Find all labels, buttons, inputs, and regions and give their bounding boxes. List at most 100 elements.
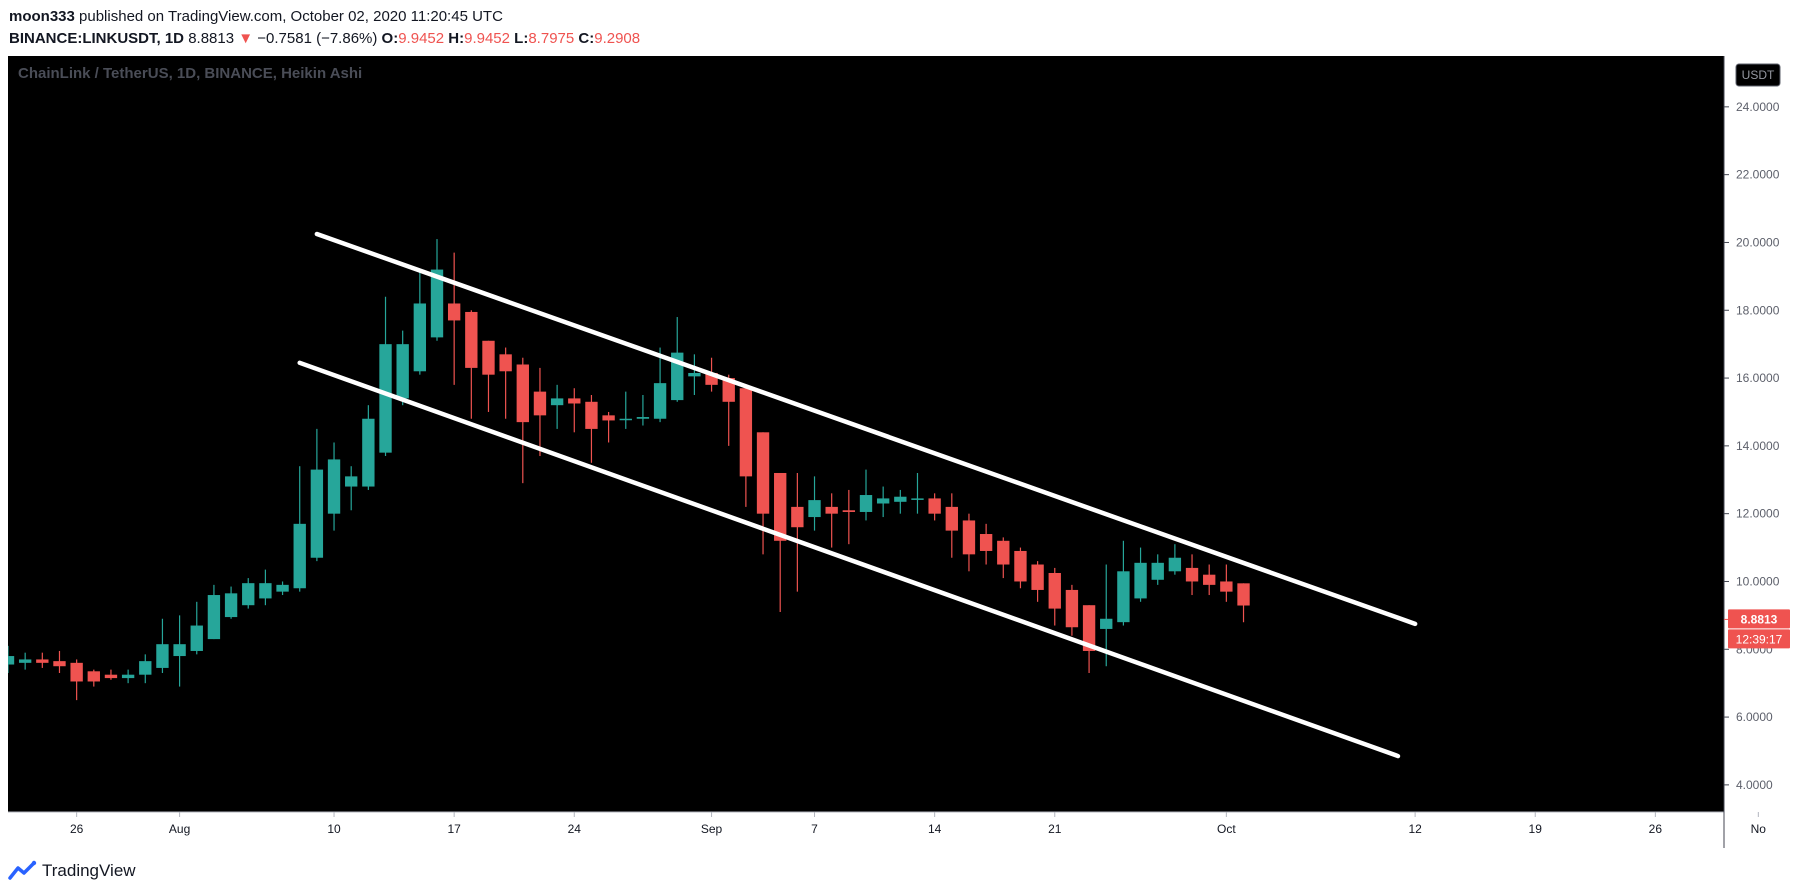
candle-body	[1031, 564, 1044, 590]
x-tick-label: 12	[1408, 822, 1422, 836]
y-tick-label: 16.0000	[1736, 371, 1780, 385]
y-tick-label: 4.0000	[1736, 778, 1773, 792]
candle-body	[602, 415, 615, 421]
x-tick-label: Oct	[1217, 822, 1236, 836]
candle-body	[688, 372, 701, 377]
candle-body	[465, 311, 478, 368]
candle-body	[104, 674, 118, 679]
chart-title: ChainLink / TetherUS, 1D, BINANCE, Heiki…	[18, 65, 362, 82]
x-tick-label: 26	[1649, 822, 1663, 836]
candle-body	[36, 659, 49, 663]
candle-body	[156, 644, 169, 668]
open-label: O:	[381, 30, 399, 47]
y-tick-label: 22.0000	[1736, 168, 1780, 182]
candle-body	[87, 671, 100, 682]
candle-body	[945, 506, 958, 531]
candle-body	[207, 595, 221, 640]
down-arrow-icon: ▼	[238, 30, 254, 47]
x-tick-label: 26	[70, 822, 84, 836]
candle-body	[550, 398, 564, 406]
candle-body	[962, 520, 976, 555]
high-label: H:	[448, 30, 465, 47]
candle-body	[653, 383, 667, 419]
candle-body	[139, 661, 152, 675]
x-tick-label: Sep	[701, 822, 723, 836]
x-tick-label: 21	[1048, 822, 1062, 836]
chart-container[interactable]: ChainLink / TetherUS, 1D, BINANCE, Heiki…	[1, 56, 1795, 848]
x-tick-label: Aug	[169, 822, 190, 836]
last-price-tag: 8.8813 12:39:17	[1724, 609, 1790, 649]
candle-body	[979, 534, 993, 551]
candle-body	[242, 583, 255, 606]
x-tick-label: 7	[811, 822, 818, 836]
high-value: 9.9452	[464, 30, 510, 47]
last-price: 8.8813	[188, 30, 235, 47]
candle-body	[293, 523, 306, 589]
candle-body	[894, 496, 907, 502]
tradingview-logo-icon[interactable]	[8, 860, 38, 882]
candle-body	[482, 340, 495, 375]
candle-body	[379, 344, 392, 453]
candle-body	[739, 388, 753, 477]
candle-body	[774, 472, 787, 541]
x-tick-label: 19	[1529, 822, 1543, 836]
candle-body	[619, 418, 632, 421]
candle-body	[18, 659, 32, 663]
published-text: published on TradingView.com, October 02…	[79, 8, 503, 25]
price-tag-label: 8.8813	[1741, 612, 1778, 626]
candle-body	[447, 303, 461, 321]
channel-trendline	[297, 360, 1401, 759]
y-tick-label: 12.0000	[1736, 507, 1780, 521]
price-tag-box	[1728, 609, 1790, 629]
low-value: 8.7975	[528, 30, 575, 47]
candle-body	[173, 644, 186, 657]
currency-badge[interactable]: USDT	[1735, 63, 1781, 87]
candle-body	[276, 584, 289, 592]
candle-body	[1117, 571, 1130, 623]
x-axis-background	[8, 812, 1724, 848]
close-value: 9.2908	[594, 30, 641, 47]
candle-body	[825, 506, 838, 514]
y-tick-label: 20.0000	[1736, 235, 1780, 249]
countdown-label: 12:39:17	[1736, 632, 1783, 646]
plot-background	[8, 56, 1724, 848]
candle-body	[911, 498, 924, 500]
candle-body	[1014, 550, 1027, 582]
candle-body	[876, 498, 890, 504]
candle-body	[1237, 583, 1250, 606]
footer: TradingView	[8, 858, 136, 884]
close-label: C:	[578, 30, 595, 47]
candle-body	[1151, 562, 1164, 580]
x-tick-label: 24	[568, 822, 582, 836]
candle-body	[1185, 567, 1199, 582]
candle-body	[224, 593, 238, 618]
candle-body	[1220, 581, 1233, 592]
tradingview-brand[interactable]: TradingView	[42, 861, 136, 880]
candle-body	[516, 364, 529, 423]
candle-body	[568, 398, 581, 404]
candle-body	[859, 495, 873, 512]
publish-header: moon333 published on TradingView.com, Oc…	[9, 6, 503, 28]
author-name[interactable]: moon333	[9, 8, 75, 25]
candle-body	[722, 378, 735, 402]
countdown-box	[1728, 629, 1790, 649]
x-axis-ticks: 26 Aug 10 17 24 Sep 7 14 21 Oct 12 19 26 No	[70, 812, 1766, 836]
price-chart[interactable]: ChainLink / TetherUS, 1D, BINANCE, Heiki…	[1, 56, 1795, 848]
open-value: 9.9452	[398, 30, 445, 47]
candle-body	[345, 476, 358, 487]
candle-body	[310, 469, 324, 558]
x-tick-label: 10	[327, 822, 341, 836]
candle-body	[1048, 572, 1061, 609]
candle-body	[362, 418, 375, 487]
candle-body	[1065, 589, 1079, 628]
y-tick-label: 18.0000	[1736, 303, 1780, 317]
candle-body	[1, 656, 15, 665]
candle-body	[430, 269, 444, 338]
candle-body	[1134, 562, 1147, 599]
trendlines[interactable]	[297, 231, 1418, 759]
candle-body	[842, 510, 856, 512]
low-label: L:	[514, 30, 529, 47]
candle-body	[636, 417, 650, 419]
candle-body	[791, 506, 804, 528]
candle-body	[1082, 605, 1096, 651]
